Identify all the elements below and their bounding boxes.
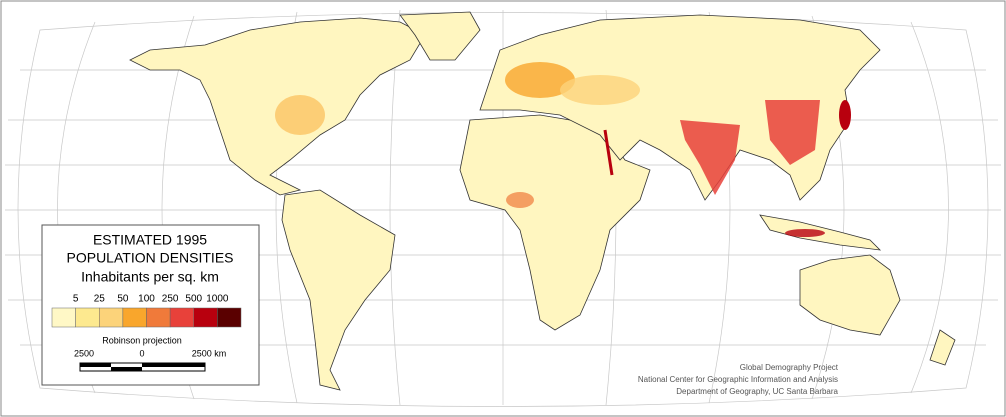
legend-break-label: 100 xyxy=(138,294,155,305)
legend-title: POPULATION DENSITIES xyxy=(67,250,234,266)
legend-swatch xyxy=(99,307,124,328)
land xyxy=(129,11,956,391)
legend-swatch xyxy=(122,307,147,328)
scale-label: 2500 km xyxy=(192,348,227,358)
legend-swatch xyxy=(146,307,171,328)
legend-swatch xyxy=(193,307,218,328)
credit: Department of Geography, UC Santa Barbar… xyxy=(676,387,838,396)
legend-break-label: 50 xyxy=(117,294,129,305)
legend-break-label: 25 xyxy=(94,294,106,305)
legend-break-label: 250 xyxy=(162,294,179,305)
density-hotspots xyxy=(275,62,851,237)
legend-break-label: 500 xyxy=(185,294,202,305)
legend-title: ESTIMATED 1995 xyxy=(93,232,207,248)
legend-swatch xyxy=(217,307,242,328)
legend-break-label: 1000 xyxy=(206,294,229,305)
scale-label: 2500 xyxy=(74,348,94,358)
scale-bar xyxy=(79,362,206,372)
credit: Global Demography Project xyxy=(740,363,839,372)
legend-swatch xyxy=(169,307,194,328)
credit: National Center for Geographic Informati… xyxy=(638,375,838,384)
legend-box xyxy=(41,224,260,386)
credits: Global Demography Project National Cente… xyxy=(638,363,839,396)
legend-subtitle: Inhabitants per sq. km xyxy=(81,269,219,285)
legend-break-label: 5 xyxy=(73,294,79,305)
scale-title: Robinson projection xyxy=(102,335,182,345)
scale-label: 0 xyxy=(139,348,144,358)
legend-scale: 5 25 50 100 250 500 1000 xyxy=(51,294,242,328)
legend: ESTIMATED 1995 POPULATION DENSITIES Inha… xyxy=(41,224,260,386)
legend-swatch xyxy=(75,307,100,328)
legend-swatch xyxy=(51,307,76,328)
